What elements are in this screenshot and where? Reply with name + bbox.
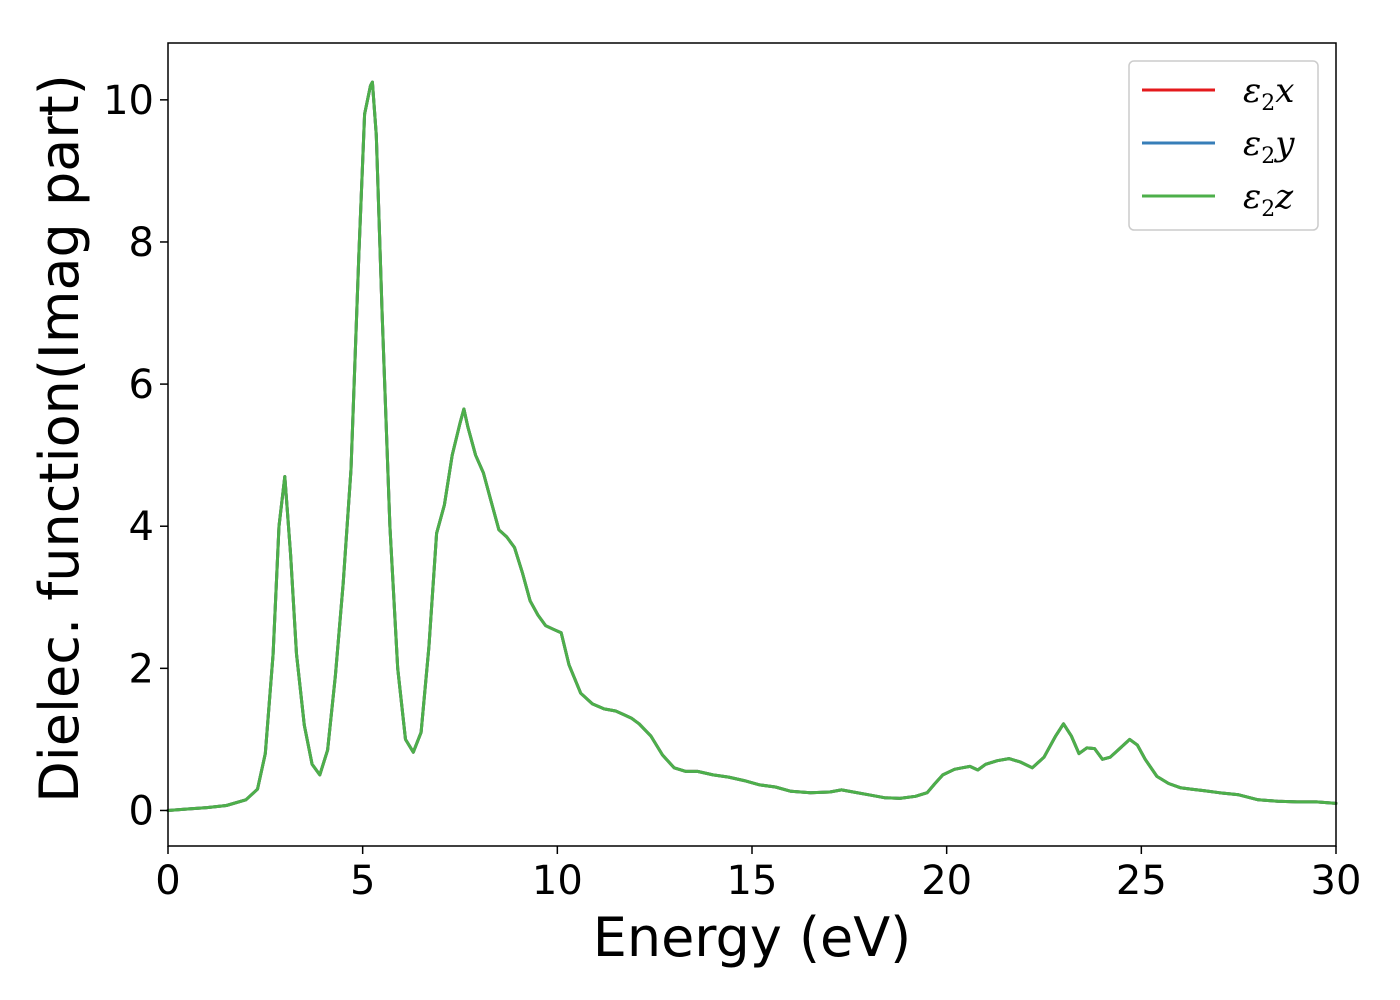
y-axis-label: Dielec. function(Imag part) [28,74,91,803]
x-tick-label: 15 [727,858,778,904]
x-tick-label: 25 [1116,858,1167,904]
x-axis-label: Energy (eV) [593,906,912,969]
y-tick-label: 4 [129,504,154,550]
x-tick-label: 30 [1311,858,1362,904]
legend-label-x: ε2x [1243,71,1294,116]
x-tick-label: 10 [532,858,583,904]
x-tick-label: 20 [921,858,972,904]
legend: ε2x ε2y ε2z [1128,60,1319,231]
y-tick-label: 8 [129,220,154,266]
x-tick-label: 5 [350,858,375,904]
x-axis-ticks: 0 5 10 15 20 25 30 [155,846,1361,904]
y-tick-label: 10 [103,78,154,124]
legend-label-z: ε2z [1243,177,1294,222]
series-line-z [166,80,1338,812]
legend-label-y: ε2y [1243,124,1295,169]
plot-lines [166,80,1338,812]
y-tick-label: 0 [129,788,154,834]
x-tick-label: 0 [155,858,180,904]
y-tick-label: 6 [129,362,154,408]
y-tick-label: 2 [129,646,154,692]
y-axis-ticks: 0 2 4 6 8 10 [103,78,168,834]
legend-box [1128,60,1319,231]
